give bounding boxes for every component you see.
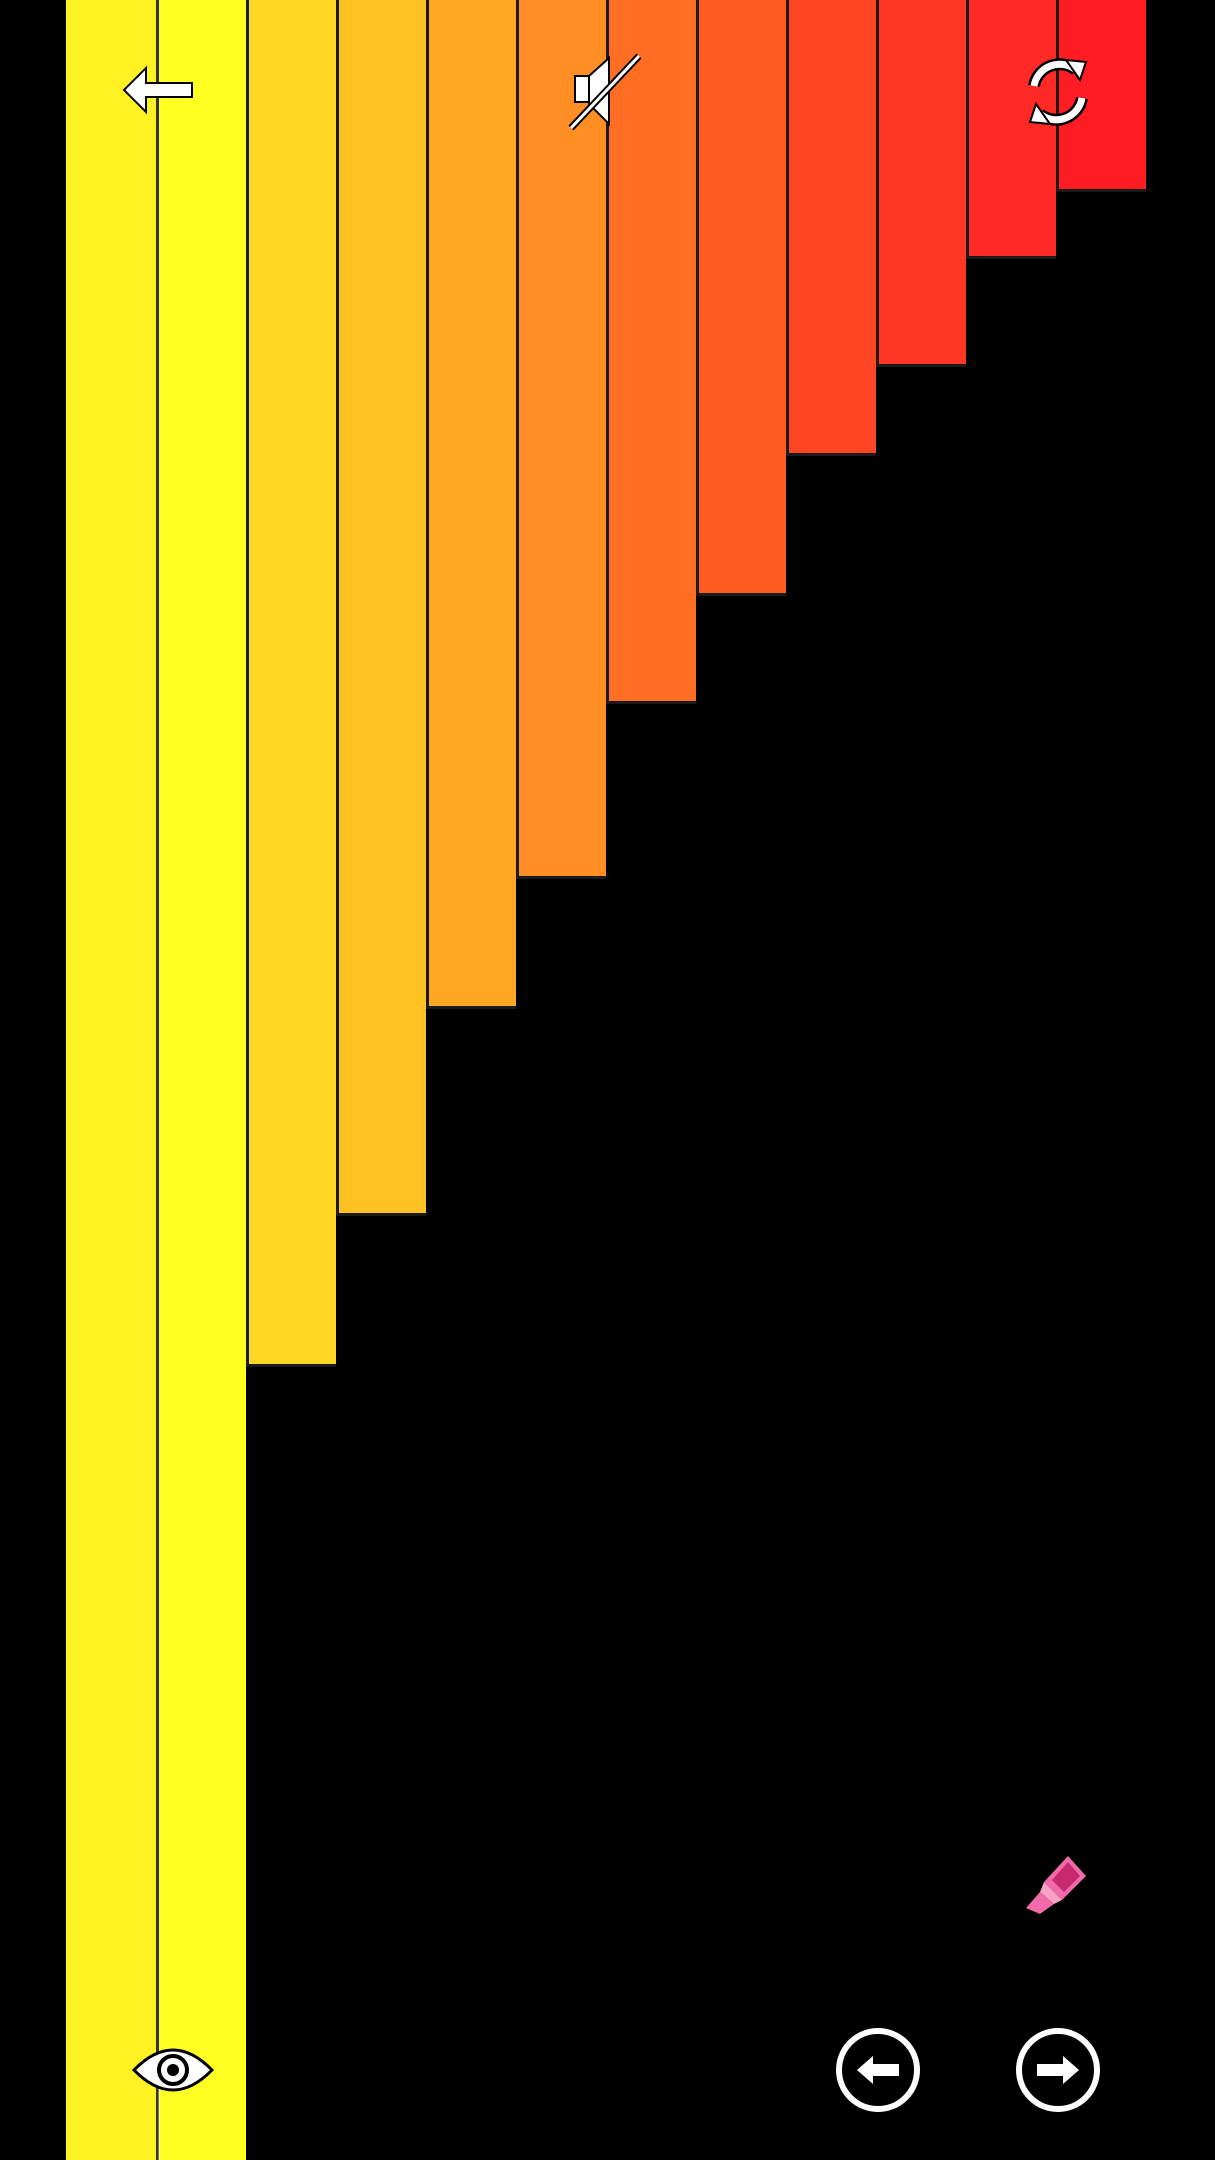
eye-button[interactable] xyxy=(130,2038,216,2102)
arrow-left-circle-icon xyxy=(857,2056,899,2084)
marker-icon xyxy=(1026,1856,1086,1914)
eye-icon xyxy=(131,2048,215,2092)
color-bar[interactable] xyxy=(336,0,426,1216)
color-bar[interactable] xyxy=(966,0,1056,259)
mute-button[interactable] xyxy=(565,48,649,132)
marker-button[interactable] xyxy=(1020,1852,1090,1922)
indicator-line xyxy=(158,2060,160,2160)
prev-button[interactable] xyxy=(836,2028,920,2112)
arrow-left-icon xyxy=(122,65,193,115)
reset-button[interactable] xyxy=(1018,52,1098,132)
back-button[interactable] xyxy=(120,52,196,128)
next-button[interactable] xyxy=(1016,2028,1100,2112)
color-bar[interactable] xyxy=(786,0,876,456)
color-bars xyxy=(66,0,1146,2160)
color-bar[interactable] xyxy=(156,0,246,2160)
color-bar[interactable] xyxy=(1056,0,1146,192)
color-bar[interactable] xyxy=(246,0,336,1367)
color-bar[interactable] xyxy=(66,0,156,2160)
color-bar[interactable] xyxy=(516,0,606,879)
arrow-right-circle-icon xyxy=(1037,2056,1079,2084)
color-bar[interactable] xyxy=(696,0,786,596)
color-bar[interactable] xyxy=(426,0,516,1009)
color-bar[interactable] xyxy=(606,0,696,704)
speaker-muted-icon xyxy=(568,53,642,131)
color-bar[interactable] xyxy=(876,0,966,367)
refresh-icon xyxy=(1028,58,1088,126)
